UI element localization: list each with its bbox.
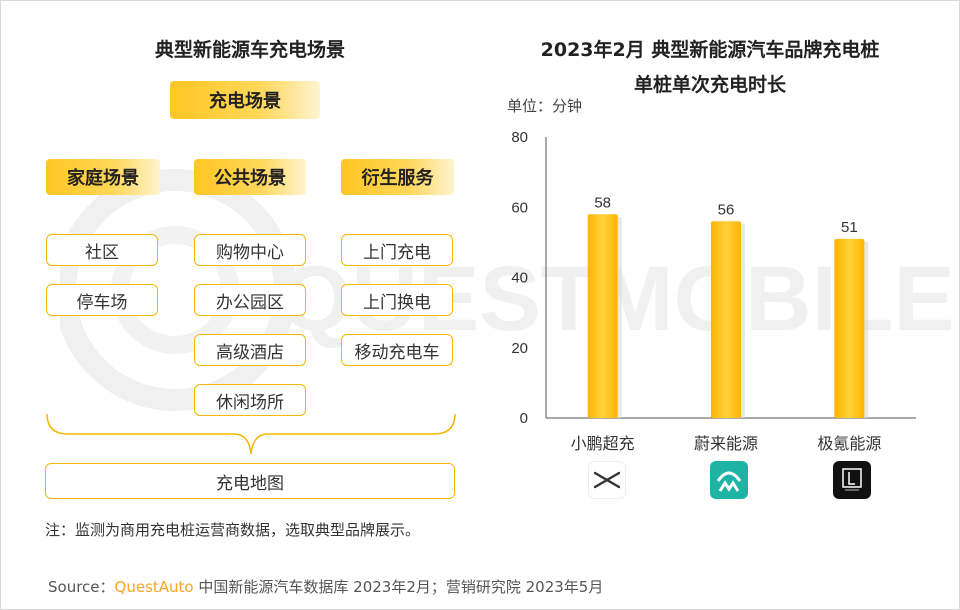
- chart-unit-label: 单位：分钟: [507, 97, 583, 115]
- zeekr-logo-icon: [833, 461, 871, 499]
- scenario-item: 办公园区: [194, 284, 306, 316]
- scenario-item: 停车场: [46, 284, 158, 316]
- bar-chart: 0 20 40 60 80 58 小鹏超充 56 蔚来能源 51 极氪能源: [511, 129, 916, 453]
- nio-logo-icon: [710, 461, 748, 499]
- chart-title-line2: 单桩单次充电时长: [633, 74, 786, 96]
- grouping-brace: [46, 413, 456, 455]
- scenario-item: 购物中心: [194, 234, 306, 266]
- y-tick-label: 60: [511, 199, 528, 216]
- source-rest: 中国新能源汽车数据库 2023年2月；营销研究院 2023年5月: [193, 578, 604, 596]
- y-tick-label: 0: [520, 410, 528, 427]
- derivative-service-header: 衍生服务: [341, 159, 454, 195]
- scenario-item: 移动充电车: [341, 334, 453, 366]
- footnote: 注：监测为商用充电桩运营商数据，选取典型品牌展示。: [45, 521, 421, 539]
- bar-value-label: 56: [718, 201, 735, 218]
- source-line: Source：QuestAuto 中国新能源汽车数据库 2023年2月；营销研究…: [48, 576, 603, 597]
- x-category-label: 蔚来能源: [694, 434, 758, 453]
- chart-title-line1: 2023年2月 典型新能源汽车品牌充电桩: [540, 39, 880, 61]
- home-scenario-header: 家庭场景: [46, 159, 160, 195]
- scenario-item: 上门换电: [341, 284, 453, 316]
- x-category-label: 极氪能源: [817, 434, 881, 453]
- scenario-item: 社区: [46, 234, 158, 266]
- bar: [711, 221, 741, 418]
- bar-value-label: 58: [594, 194, 611, 211]
- bar: [834, 238, 865, 418]
- charging-map-box: 充电地图: [45, 463, 455, 499]
- source-brand: QuestAuto: [114, 578, 194, 596]
- scenario-item: 上门充电: [341, 234, 453, 266]
- bar-value-label: 51: [841, 219, 858, 236]
- public-scenario-header: 公共场景: [194, 159, 306, 195]
- scenario-item: 高级酒店: [194, 334, 306, 366]
- charging-scenario-header: 充电场景: [170, 81, 320, 119]
- xpeng-logo-icon: [588, 461, 626, 499]
- y-tick-label: 20: [511, 340, 528, 357]
- x-category-label: 小鹏超充: [571, 434, 635, 453]
- left-panel-title: 典型新能源车充电场景: [154, 39, 345, 61]
- y-tick-label: 40: [511, 270, 528, 287]
- source-prefix: Source：: [48, 578, 115, 596]
- scenario-item: 休闲场所: [194, 384, 306, 416]
- y-tick-label: 80: [511, 129, 528, 146]
- bar: [587, 214, 618, 418]
